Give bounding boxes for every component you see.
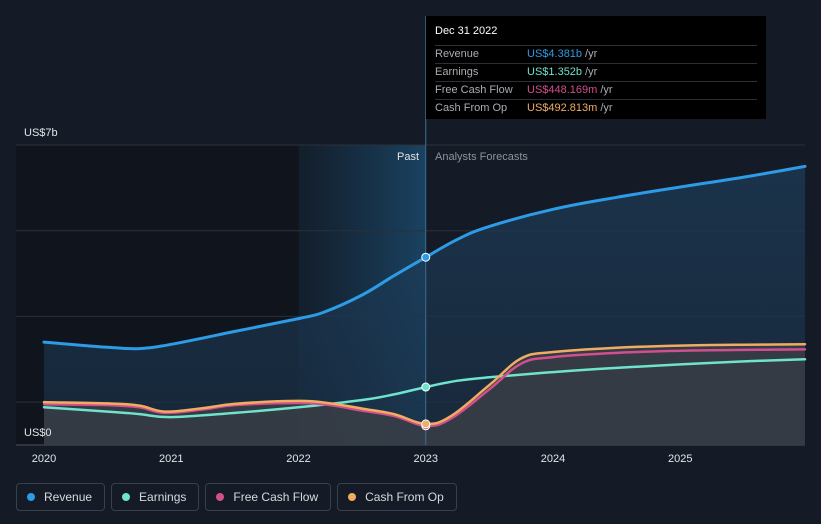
cash-from-op-dot-icon bbox=[348, 493, 357, 501]
free-cash-flow-dot-icon bbox=[216, 493, 225, 501]
past-label: Past bbox=[397, 151, 419, 163]
tooltip-unit: /yr bbox=[585, 66, 598, 78]
x-tick-label: 2021 bbox=[159, 453, 183, 465]
tooltip-row-earnings: Earnings US$1.352b /yr bbox=[435, 63, 757, 81]
earnings-line bbox=[42, 358, 807, 419]
revenue-line bbox=[42, 164, 807, 351]
tooltip-row-free-cash-flow: Free Cash Flow US$448.169m /yr bbox=[435, 81, 757, 99]
legend-label: Earnings bbox=[139, 490, 187, 504]
tooltip-unit: /yr bbox=[600, 102, 613, 114]
tooltip-date: Dec 31 2022 bbox=[435, 25, 498, 37]
x-tick-label: 2025 bbox=[668, 453, 692, 465]
revenue-dot-icon bbox=[27, 493, 35, 501]
y-bottom-label: US$0 bbox=[24, 427, 52, 439]
x-tick-label: 2020 bbox=[32, 453, 56, 465]
legend-label: Free Cash Flow bbox=[233, 490, 319, 504]
earnings-dot-icon bbox=[122, 493, 131, 501]
tooltip-unit: /yr bbox=[600, 84, 613, 96]
x-tick-label: 2023 bbox=[414, 453, 438, 465]
x-tick-label: 2022 bbox=[286, 453, 310, 465]
forecast-label: Analysts Forecasts bbox=[435, 151, 528, 163]
revenue-point bbox=[421, 252, 431, 262]
legend-item-earnings[interactable]: Earnings bbox=[111, 483, 200, 511]
tooltip-row-cash-from-op: Cash From Op US$492.813m /yr bbox=[435, 99, 757, 117]
legend-item-free-cash-flow[interactable]: Free Cash Flow bbox=[205, 483, 332, 511]
tooltip-value: US$492.813m bbox=[527, 102, 598, 114]
legend: Revenue Earnings Free Cash Flow Cash Fro… bbox=[16, 483, 457, 511]
tooltip-label: Revenue bbox=[435, 48, 480, 60]
tooltip-value: US$1.352b bbox=[527, 66, 583, 78]
legend-item-cash-from-op[interactable]: Cash From Op bbox=[337, 483, 457, 511]
tooltip-label: Cash From Op bbox=[435, 102, 508, 114]
cash-from-op-line bbox=[42, 343, 807, 426]
tooltip-value: US$4.381b bbox=[527, 48, 583, 60]
earnings-area bbox=[44, 344, 805, 445]
earnings-point bbox=[421, 382, 431, 392]
cash-from-op-point bbox=[421, 419, 431, 429]
legend-label: Cash From Op bbox=[365, 490, 444, 504]
legend-label: Revenue bbox=[44, 490, 93, 504]
tooltip-label: Free Cash Flow bbox=[435, 84, 513, 96]
tooltip: Dec 31 2022 Revenue US$4.381b /yr Earnin… bbox=[426, 16, 766, 119]
x-tick-label: 2024 bbox=[541, 453, 565, 465]
y-top-label: US$7b bbox=[24, 127, 58, 139]
tooltip-unit: /yr bbox=[585, 48, 598, 60]
tooltip-value: US$448.169m bbox=[527, 84, 598, 96]
tooltip-row-revenue: Revenue US$4.381b /yr bbox=[435, 45, 757, 63]
legend-item-revenue[interactable]: Revenue bbox=[16, 483, 106, 511]
free-cash-flow-line bbox=[42, 348, 807, 428]
tooltip-label: Earnings bbox=[435, 66, 479, 78]
